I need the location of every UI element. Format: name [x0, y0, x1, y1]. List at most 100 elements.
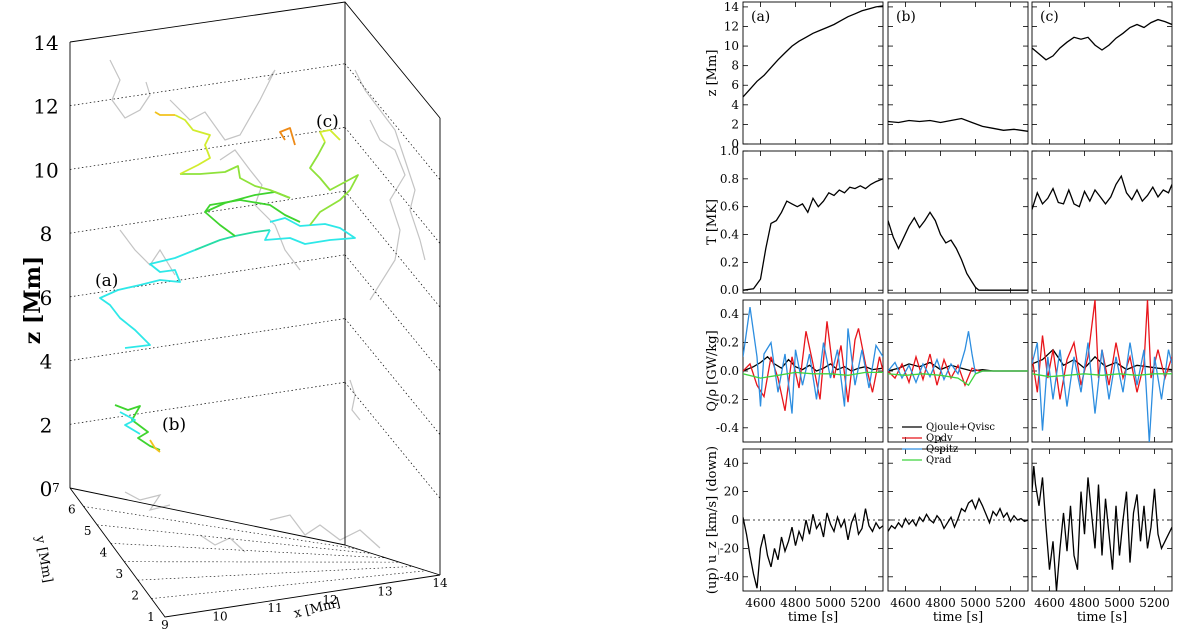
box-top-edge [69, 1, 441, 119]
y-tick-label: 10 [724, 39, 739, 53]
series-line-green [743, 371, 883, 379]
colored-trajectory-segment [154, 111, 175, 116]
z-axis-label: z [Mm] [20, 256, 46, 345]
annotation-a: (a) [95, 271, 118, 291]
floor-grid-line [83, 506, 359, 550]
x-tick-label: 12 [322, 593, 337, 607]
grey-projection-track [119, 229, 176, 276]
series-line-black [743, 5, 883, 98]
z-tick-label: 4 [40, 350, 53, 374]
x-tick-labels: 9 10 11 12 13 14 [161, 576, 448, 631]
y-tick-label: 3 [116, 567, 124, 581]
grey-projection-track [109, 59, 151, 119]
series-line-blue [1032, 342, 1172, 442]
colored-trajectory-segment [149, 439, 161, 453]
colored-trajectory-segment [309, 141, 359, 226]
grey-projection-track [349, 379, 361, 421]
x-tick-label: 4800 [925, 596, 956, 610]
colored-trajectory-segment [180, 165, 291, 199]
series-line-green [888, 370, 1028, 387]
y-tick-label: 6 [731, 78, 739, 92]
level-line-right [344, 127, 441, 244]
level-line-back [69, 318, 346, 361]
colored-trajectories [99, 111, 359, 453]
colored-trajectory-segment [264, 217, 356, 245]
series-line-black [1032, 174, 1172, 210]
series-line-black [888, 211, 1028, 291]
grey-projection-track [269, 514, 381, 549]
x-tick-label: 10 [212, 610, 227, 624]
floor-grid-line [97, 524, 373, 554]
projected-trajectories [109, 59, 426, 553]
x-tick-label: 4800 [780, 596, 811, 610]
x-axis-label: x [Mm] [292, 596, 341, 622]
x-tick-label: 4800 [1069, 596, 1100, 610]
column-label: (a) [751, 9, 770, 25]
y-axis-label: T [MK] [705, 199, 720, 245]
panel-frame [742, 299, 884, 443]
panel-row0-col2: (c) [1031, 1, 1173, 145]
colored-trajectory-segment [114, 404, 161, 451]
y-tick-label: 5 [84, 524, 92, 538]
y-tick-label: 1.0 [720, 144, 739, 158]
panel-row2-col2 [1031, 299, 1173, 443]
series-line-black [743, 178, 883, 291]
grey-projection-track [124, 491, 171, 511]
z-tick-label: 12 [33, 95, 58, 119]
series-line-red [743, 321, 883, 411]
z-tick-label: 10 [33, 158, 58, 182]
panel-row2-col0: -0.4 -0.2 0.0 0.2 0.4 [716, 299, 884, 443]
grey-projection-track [369, 119, 406, 301]
annotation-c: (c) [316, 112, 339, 132]
y-tick-label: -20 [720, 541, 739, 555]
y-tick-label: 14 [724, 0, 740, 14]
panel-row3-col1: 4600 4800 5000 5200 time [s] [887, 448, 1029, 625]
y-tick-label: 0.2 [720, 255, 739, 269]
z-tick-label: 6 [40, 286, 53, 310]
y-tick-label: 0.2 [720, 336, 739, 350]
panel-frame [1031, 150, 1173, 294]
series-line-black [888, 497, 1028, 532]
level-line-right [344, 382, 441, 499]
z-tick-label: 14 [33, 31, 58, 55]
level-line-right [344, 190, 441, 308]
q-legend: Qjoule+Qvisc Qpdv Qspitz Qrad [902, 422, 995, 466]
box-floor-right-edge [344, 544, 441, 576]
x-tick-label: 5200 [995, 596, 1026, 610]
legend-label-rad: Qrad [926, 455, 952, 466]
x-tick-label: 4600 [1034, 596, 1065, 610]
grey-projection-track [199, 534, 246, 553]
y-axis-label: (up) u_z [km/s] (down) [705, 446, 720, 594]
box-floor-back-edge [69, 487, 346, 546]
z-tick-labels: 0 2 4 6 8 10 12 14 [33, 31, 58, 501]
x-tick-label: 5200 [850, 596, 881, 610]
y-tick-label: 4 [731, 98, 739, 112]
series-line-black [1032, 18, 1172, 61]
panel-frame [1031, 1, 1173, 145]
level-line-right [344, 63, 441, 180]
panel-frame [742, 1, 884, 145]
y-tick-label: 2 [731, 117, 739, 131]
colored-trajectory-segment [319, 129, 341, 143]
panel-frame [742, 150, 884, 294]
colored-trajectory-segment [119, 411, 141, 435]
level-line-right [344, 318, 441, 435]
series-line-black [743, 508, 883, 589]
x-tick-label: 5000 [815, 596, 846, 610]
box-bottom-edge [69, 487, 441, 618]
y-tick-label: 7 [52, 481, 60, 495]
y-axis-label: z [Mm] [705, 50, 720, 97]
panel-row3-col2: 4600 4800 5000 5200 time [s] [1031, 448, 1173, 625]
series-line-green [1032, 373, 1172, 378]
panel-row1-col2 [1031, 150, 1173, 294]
x-axis-label: time [s] [788, 610, 838, 625]
series-line-black [743, 355, 883, 372]
annotation-b: (b) [162, 415, 186, 435]
y-tick-label: 8 [731, 59, 739, 73]
y-tick-label: 0.4 [720, 228, 739, 242]
colored-trajectory-segment [194, 229, 271, 251]
y-tick-label: 0.8 [720, 172, 739, 186]
panel-frame [887, 1, 1029, 145]
level-line-back [69, 63, 346, 107]
